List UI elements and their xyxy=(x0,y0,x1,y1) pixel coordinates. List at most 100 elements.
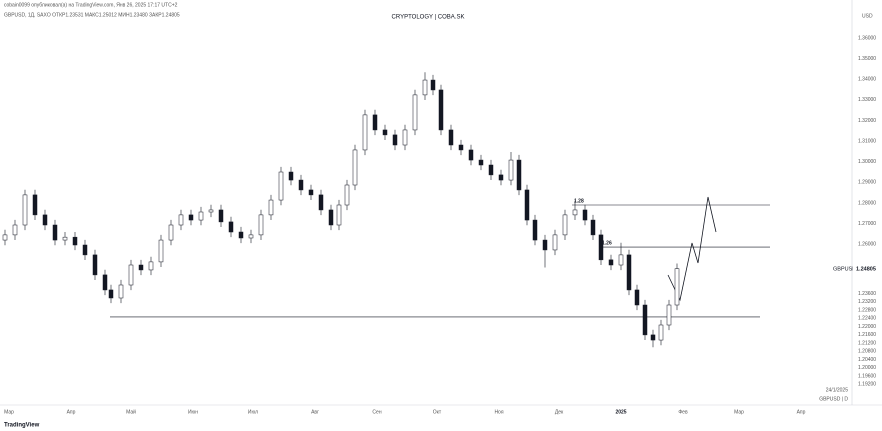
candle-body xyxy=(344,184,350,206)
candle-body xyxy=(524,189,530,221)
candle-body xyxy=(22,194,28,226)
level-label: 1.26 xyxy=(602,240,612,246)
candle-body xyxy=(108,289,114,299)
candle-body xyxy=(468,149,474,161)
candle-body xyxy=(168,224,174,241)
symbol-label: GBPUSD xyxy=(833,266,856,272)
candle-body xyxy=(298,179,304,191)
candle-body xyxy=(62,236,68,241)
candle-body xyxy=(458,144,464,151)
candle-body xyxy=(608,259,614,266)
candle-body xyxy=(188,214,194,221)
candle-body xyxy=(448,129,454,146)
candle-body xyxy=(412,94,418,131)
y-tick-label: 1.20400 xyxy=(858,357,876,363)
candle-body xyxy=(488,164,494,176)
y-tick-label: 1.29000 xyxy=(858,180,876,186)
currency: USD xyxy=(862,13,873,19)
candle-body xyxy=(542,239,548,251)
candle-body xyxy=(532,219,538,241)
candle-body xyxy=(288,171,294,181)
candle-body xyxy=(328,209,334,226)
x-tick-label: Сен xyxy=(372,409,381,415)
x-tick-label: Апр xyxy=(797,409,806,415)
y-tick-label: 1.23600 xyxy=(858,291,876,297)
symbol-stamp: GBPUSD | D xyxy=(819,396,848,402)
date-stamp: 24/1/2025 xyxy=(826,387,848,393)
candle-body xyxy=(258,214,264,236)
candle-body xyxy=(478,159,484,166)
candle-body xyxy=(572,209,578,216)
logo: TradingView xyxy=(4,423,40,429)
candle-body xyxy=(158,239,164,263)
candle-body xyxy=(102,274,108,291)
x-tick-label: Дек xyxy=(555,409,564,415)
y-tick-label: 1.20000 xyxy=(858,365,876,371)
level-label: 1.28 xyxy=(574,198,584,204)
candle-body xyxy=(42,214,48,226)
x-tick-label: Мар xyxy=(4,409,14,415)
candle-body xyxy=(278,171,284,201)
candle-body xyxy=(516,159,522,191)
y-tick-label: 1.23200 xyxy=(858,299,876,305)
candle-body xyxy=(498,174,504,181)
y-tick-label: 1.33000 xyxy=(858,97,876,103)
x-tick-label: Мар xyxy=(734,409,744,415)
y-tick-label: 1.28000 xyxy=(858,200,876,206)
candle-body xyxy=(32,194,38,216)
candle-body xyxy=(508,159,514,181)
x-tick-label: Окт xyxy=(433,409,442,415)
y-tick-label: 1.35000 xyxy=(858,56,876,62)
candle-body xyxy=(362,114,368,151)
candle-body xyxy=(402,129,408,146)
candle-body xyxy=(422,79,428,96)
author-line: cobain0099 опубликовал(а) на TradingView… xyxy=(4,2,178,8)
candle-body xyxy=(626,254,632,291)
last-price-label: 1.24805 xyxy=(856,266,876,272)
x-tick-label: 2025 xyxy=(615,409,626,415)
y-tick-label: 1.21200 xyxy=(858,340,876,346)
candle-body xyxy=(582,209,588,221)
candle-body xyxy=(618,254,624,266)
y-tick-label: 1.26000 xyxy=(858,242,876,248)
y-tick-label: 1.34000 xyxy=(858,77,876,83)
x-tick-label: Фев xyxy=(678,409,688,415)
candle-body xyxy=(392,134,398,146)
candle-body xyxy=(598,234,604,261)
y-tick-label: 1.22400 xyxy=(858,316,876,322)
candle-body xyxy=(228,221,234,233)
candle-body xyxy=(352,149,358,186)
y-tick-label: 1.21600 xyxy=(858,332,876,338)
candle-body xyxy=(562,214,568,236)
candle-body xyxy=(590,219,596,236)
symbol-line: GBPUSD, 1Д, SAXO ОТКР1.23531 МАКС1.25012… xyxy=(4,12,180,18)
x-tick-label: Апр xyxy=(67,409,76,415)
candle-body xyxy=(336,204,342,226)
candle-body xyxy=(92,254,98,276)
candle-body xyxy=(650,334,656,341)
candle-body xyxy=(318,194,324,211)
candle-body xyxy=(658,324,664,341)
candle-body xyxy=(642,304,648,336)
y-tick-label: 1.19600 xyxy=(858,373,876,379)
candle-body xyxy=(12,224,18,236)
candle-body xyxy=(178,214,184,226)
watermark: CRYPTOLOGY | COBA.SK xyxy=(392,15,465,21)
y-tick-label: 1.19200 xyxy=(858,382,876,388)
candle-body xyxy=(218,209,224,223)
candle-body xyxy=(148,261,154,271)
candle-body xyxy=(268,199,274,216)
y-tick-label: 1.22800 xyxy=(858,307,876,313)
y-tick-label: 1.22000 xyxy=(858,324,876,330)
candle-body xyxy=(208,209,214,213)
candle-body xyxy=(372,114,378,131)
candle-body xyxy=(2,234,8,241)
y-tick-label: 1.32000 xyxy=(858,118,876,124)
x-tick-label: Ноя xyxy=(494,409,503,415)
x-tick-label: Май xyxy=(126,408,136,415)
candle-body xyxy=(138,264,144,271)
y-tick-label: 1.20800 xyxy=(858,349,876,355)
candle-body xyxy=(128,264,134,286)
candle-body xyxy=(238,231,244,239)
